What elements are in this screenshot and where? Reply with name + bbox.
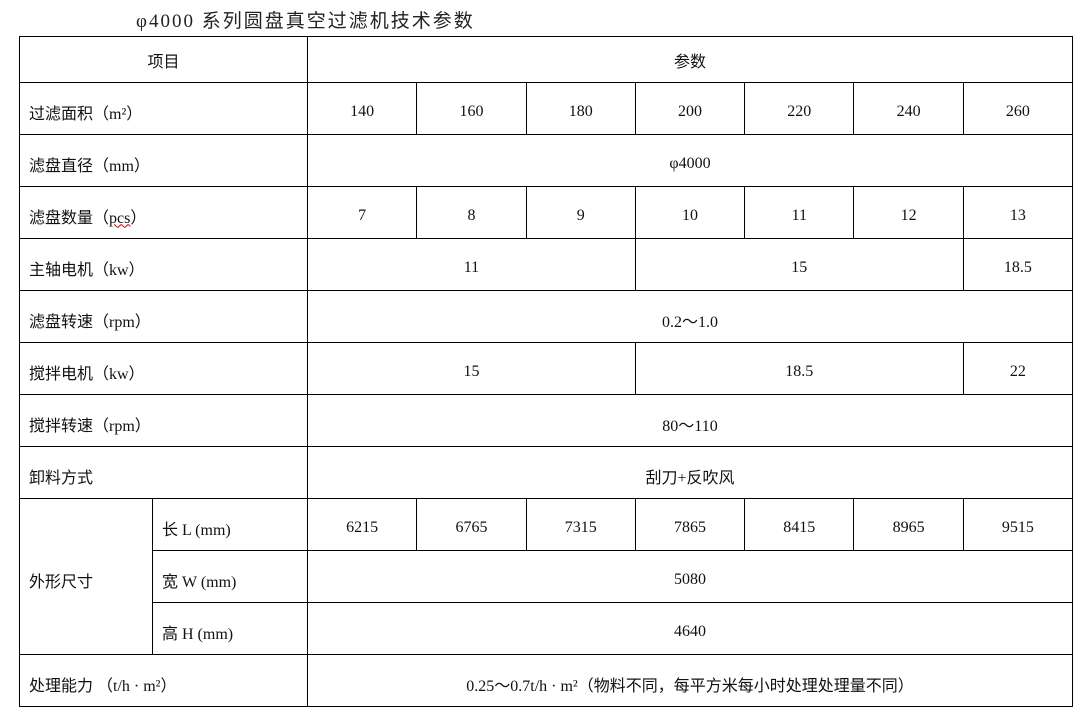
cell: 8415: [744, 498, 855, 551]
table-row: 处理能力 （t/h · m²） 0.25～0.7t/h · m²（物料不同，每平…: [18, 654, 1073, 707]
table-header-row: 项目 参数: [18, 36, 1073, 83]
table-row: 宽 W (mm) 5080: [20, 550, 1073, 603]
row-label: 外形尺寸: [19, 498, 153, 655]
table-row: 滤盘数量（pcs） 7 8 9 10 11 12 13: [18, 186, 1074, 239]
cell: 160: [416, 82, 527, 135]
cell: 9: [525, 186, 636, 239]
table-row: 卸料方式 刮刀+反吹风: [18, 446, 1073, 499]
row-label: 处理能力 （t/h · m²）: [18, 654, 309, 707]
row-label: 滤盘数量（pcs）: [18, 186, 309, 239]
cell: 4640: [307, 602, 1073, 655]
header-item: 项目: [18, 36, 309, 83]
table-row: 高 H (mm) 4640: [20, 602, 1073, 655]
cell: 6215: [307, 498, 418, 551]
cell: 11: [744, 186, 855, 239]
cell: 15: [307, 342, 636, 395]
label-text: 滤盘数量（: [29, 209, 110, 227]
cell: 刮刀+反吹风: [307, 446, 1073, 499]
row-label: 过滤面积（m²）: [18, 82, 309, 135]
cell: 0.2～1.0: [307, 290, 1073, 343]
cell: 5080: [307, 550, 1073, 603]
table-row: 主轴电机（kw） 11 15 18.5: [18, 238, 1074, 291]
row-label: 滤盘直径（mm）: [18, 134, 309, 187]
cell: 80～110: [307, 394, 1073, 447]
table-row: 搅拌电机（kw） 15 18.5 22: [18, 342, 1074, 395]
table-row: 外形尺寸 长 L (mm) 6215 6765 7315 7865 8415 8…: [19, 498, 1074, 655]
cell: 13: [962, 186, 1074, 239]
cell: 220: [744, 82, 855, 135]
cell: 240: [853, 82, 964, 135]
spec-table: 项目 参数 过滤面积（m²） 140 160 180 200 220 240 2…: [18, 36, 1074, 707]
label-end: ）: [130, 209, 147, 227]
row-label: 搅拌电机（kw）: [18, 342, 309, 395]
table-row: 滤盘转速（rpm） 0.2～1.0: [18, 290, 1073, 343]
cell: 7315: [525, 498, 636, 551]
cell: 200: [634, 82, 746, 135]
header-params: 参数: [307, 36, 1073, 83]
cell: 22: [962, 342, 1074, 395]
cell: 180: [525, 82, 636, 135]
cell: 0.25～0.7t/h · m²（物料不同，每平方米每小时处理处理量不同）: [307, 654, 1073, 707]
row-label: 搅拌转速（rpm）: [18, 394, 309, 447]
cell: 140: [307, 82, 418, 135]
sub-label: 长 L (mm): [151, 498, 309, 551]
cell: 260: [962, 82, 1074, 135]
cell: 6765: [416, 498, 527, 551]
row-label: 滤盘转速（rpm）: [18, 290, 309, 343]
sub-label: 高 H (mm): [151, 602, 309, 655]
row-label: 主轴电机（kw）: [18, 238, 309, 291]
cell: 18.5: [634, 342, 964, 395]
unit-spellcheck: pcs: [109, 209, 131, 227]
cell: 12: [853, 186, 964, 239]
sub-label: 宽 W (mm): [151, 550, 309, 603]
cell: φ4000: [307, 134, 1073, 187]
cell: 7: [307, 186, 418, 239]
cell: 8: [416, 186, 527, 239]
cell: 18.5: [962, 238, 1074, 291]
cell: 10: [634, 186, 746, 239]
document-title: φ4000 系列圆盘真空过滤机技术参数: [136, 11, 475, 32]
cell: 11: [307, 238, 636, 291]
cell: 15: [634, 238, 964, 291]
cell: 7865: [634, 498, 746, 551]
cell: 9515: [962, 498, 1074, 551]
table-row: 过滤面积（m²） 140 160 180 200 220 240 260: [18, 82, 1074, 135]
row-label: 卸料方式: [18, 446, 309, 499]
table-row: 滤盘直径（mm） φ4000: [18, 134, 1073, 187]
cell: 8965: [853, 498, 964, 551]
table-row: 搅拌转速（rpm） 80～110: [18, 394, 1073, 447]
